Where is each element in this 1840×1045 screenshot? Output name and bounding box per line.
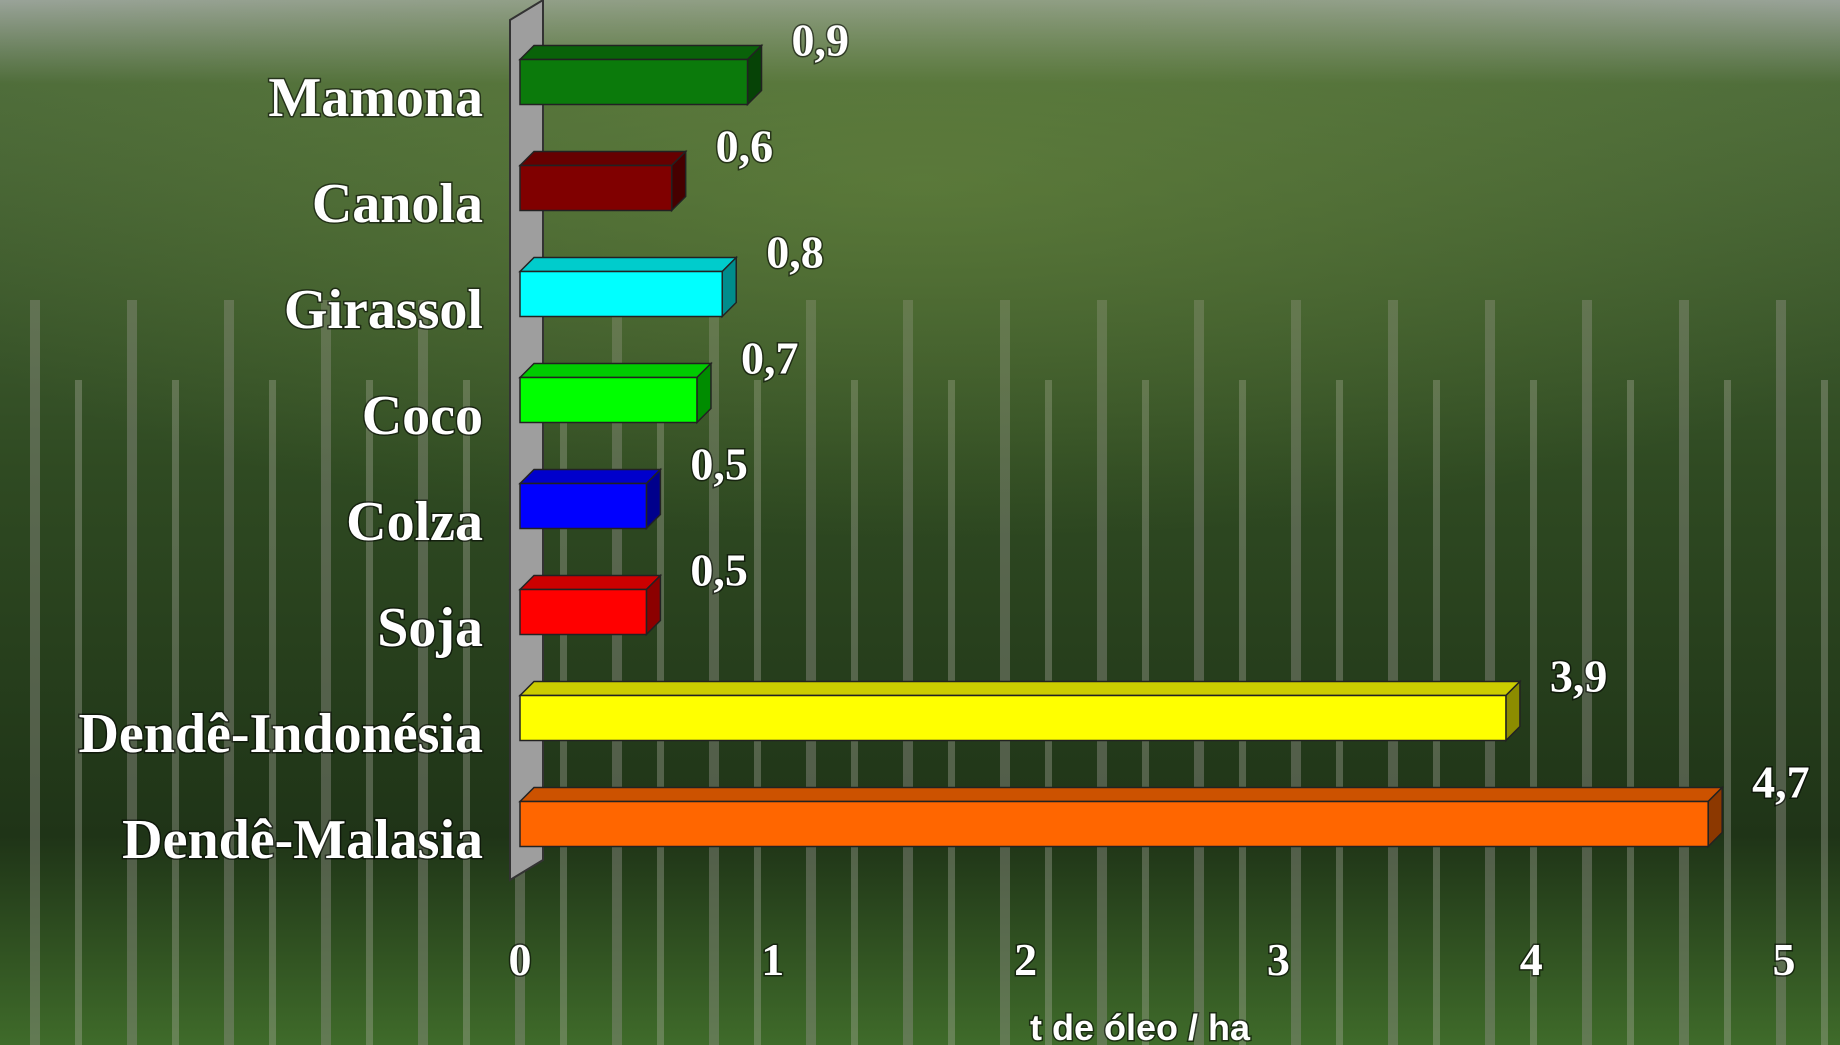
bar-top <box>518 44 764 61</box>
y-tick-label: Coco <box>362 385 483 447</box>
bar <box>519 694 1507 742</box>
y-tick-label: Girassol <box>284 279 483 341</box>
x-tick-label: 2 <box>1014 934 1037 985</box>
bar <box>519 482 648 530</box>
x-axis-label: t de óleo / ha <box>1030 1007 1251 1045</box>
y-tick-label: Canola <box>312 173 483 235</box>
x-tick-label: 5 <box>1773 934 1796 985</box>
bar-top <box>518 680 1522 697</box>
y-tick-label: Soja <box>377 597 483 659</box>
bar-top <box>518 256 739 273</box>
value-label: 0,6 <box>716 121 774 172</box>
bar <box>519 376 698 424</box>
y-tick-label: Dendê-Indonésia <box>78 703 483 765</box>
bar <box>519 588 648 636</box>
bar-top <box>518 786 1724 803</box>
y-tick-label: Mamona <box>268 67 483 129</box>
axis-wall <box>509 0 544 882</box>
value-label: 0,7 <box>741 333 799 384</box>
bar-top <box>518 468 663 485</box>
value-label: 3,9 <box>1550 651 1608 702</box>
x-tick-label: 4 <box>1520 934 1543 985</box>
background-foliage <box>0 0 1840 600</box>
bar-top <box>518 150 688 167</box>
value-label: 0,5 <box>690 545 748 596</box>
value-label: 0,5 <box>690 439 748 490</box>
y-tick-label: Dendê-Malasia <box>122 809 483 871</box>
value-label: 0,9 <box>792 15 850 66</box>
x-tick-label: 1 <box>761 934 784 985</box>
x-tick-label: 3 <box>1267 934 1290 985</box>
x-tick-label: 0 <box>509 934 532 985</box>
bar <box>519 270 723 318</box>
bar <box>519 164 673 212</box>
bar-top <box>518 362 713 379</box>
y-tick-label: Colza <box>346 491 483 553</box>
bar <box>519 800 1709 848</box>
value-label: 0,8 <box>766 227 824 278</box>
value-label: 4,7 <box>1752 757 1810 808</box>
bar <box>519 58 749 106</box>
bar-top <box>518 574 663 591</box>
